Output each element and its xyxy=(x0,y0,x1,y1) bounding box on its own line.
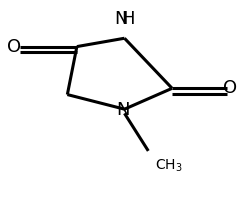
Text: N: N xyxy=(114,10,128,29)
Text: CH$_3$: CH$_3$ xyxy=(156,157,183,173)
Text: O: O xyxy=(223,79,238,97)
Text: N: N xyxy=(117,101,130,119)
Text: H: H xyxy=(121,10,135,29)
Text: O: O xyxy=(7,38,21,56)
